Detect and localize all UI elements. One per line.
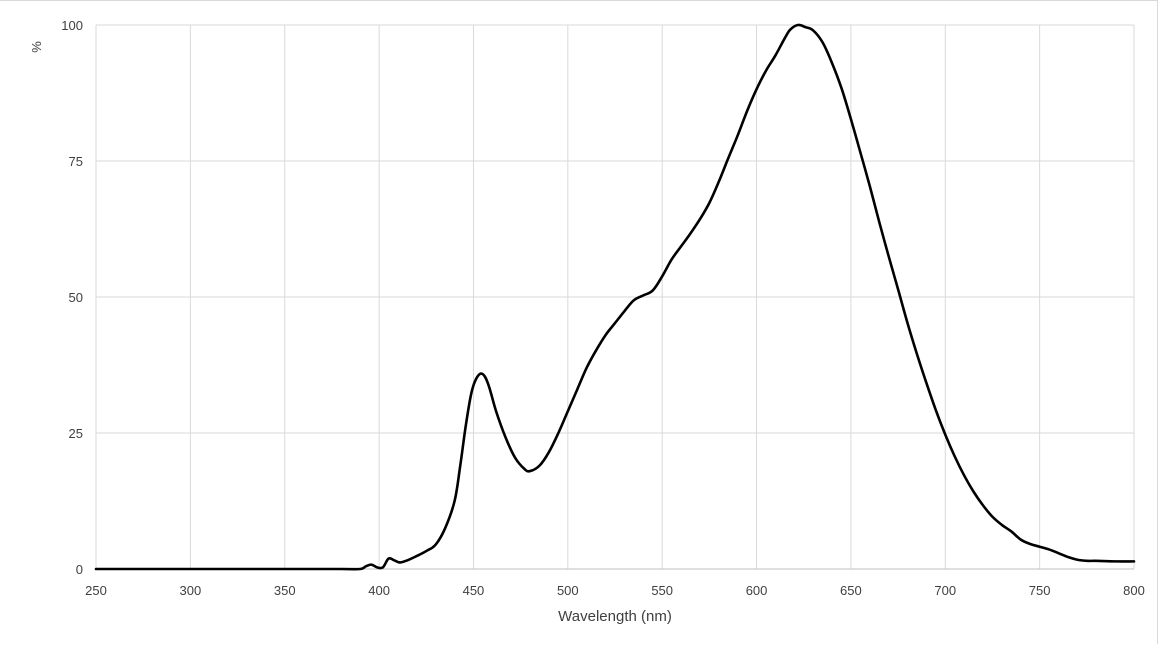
x-tick-label-700: 700 [934,583,956,598]
x-axis-title: Wavelength (nm) [558,608,672,625]
tick-labels: 250 300 350 400 450 500 550 600 650 700 750 800 0 25 5… [61,18,1145,598]
x-tick-label-250: 250 [85,583,107,598]
x-tick-label-400: 400 [368,583,390,598]
y-tick-label-75: 75 [69,154,83,169]
x-tick-label-600: 600 [746,583,768,598]
x-tick-label-800: 800 [1123,583,1145,598]
y-tick-label-50: 50 [69,290,83,305]
y-tick-label-0: 0 [76,562,83,577]
x-tick-label-750: 750 [1029,583,1051,598]
x-tick-label-550: 550 [651,583,673,598]
x-tick-label-650: 650 [840,583,862,598]
x-tick-label-300: 300 [180,583,202,598]
x-tick-label-450: 450 [463,583,485,598]
series-line-0 [94,23,1136,571]
y-tick-label-100: 100 [61,18,83,33]
y-axis-title: % [29,41,44,53]
grid-lines [95,24,1135,570]
x-tick-label-500: 500 [557,583,579,598]
y-tick-label-25: 25 [69,426,83,441]
series-layer [94,23,1136,571]
x-tick-label-350: 350 [274,583,296,598]
